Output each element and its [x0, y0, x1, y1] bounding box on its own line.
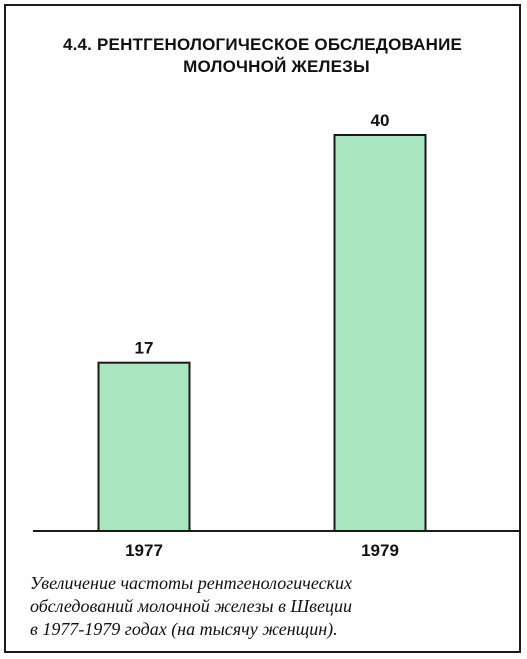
x-tick-label-1977: 1977	[125, 541, 163, 560]
x-tick-label-1979: 1979	[361, 541, 399, 560]
bar-chart: 17 1977 40 1979	[33, 111, 519, 560]
chart-title-line-2: МОЛОЧНОЙ ЖЕЛЕЗЫ	[183, 57, 370, 76]
figure-caption: Увеличение частоты рентгенологических об…	[30, 572, 510, 641]
caption-line-1: Увеличение частоты рентгенологических	[30, 573, 352, 593]
bar-1977	[97, 361, 191, 533]
chart-title-line-1: 4.4. РЕНТГЕНОЛОГИЧЕСКОЕ ОБСЛЕДОВАНИЕ	[62, 35, 463, 54]
caption-line-3: в 1977-1979 годах (на тысячу женщин).	[30, 619, 338, 639]
data-label-1979: 40	[371, 111, 390, 130]
figure-frame: 4.4. РЕНТГЕНОЛОГИЧЕСКОЕ ОБСЛЕДОВАНИЕ МОЛ…	[4, 4, 521, 653]
data-label-1977: 17	[135, 339, 154, 358]
caption-line-2: обследований молочной железы в Швеции	[30, 596, 352, 616]
bar-1979	[333, 134, 427, 532]
chart-title: 4.4. РЕНТГЕНОЛОГИЧЕСКОЕ ОБСЛЕДОВАНИЕ МОЛ…	[6, 34, 519, 78]
